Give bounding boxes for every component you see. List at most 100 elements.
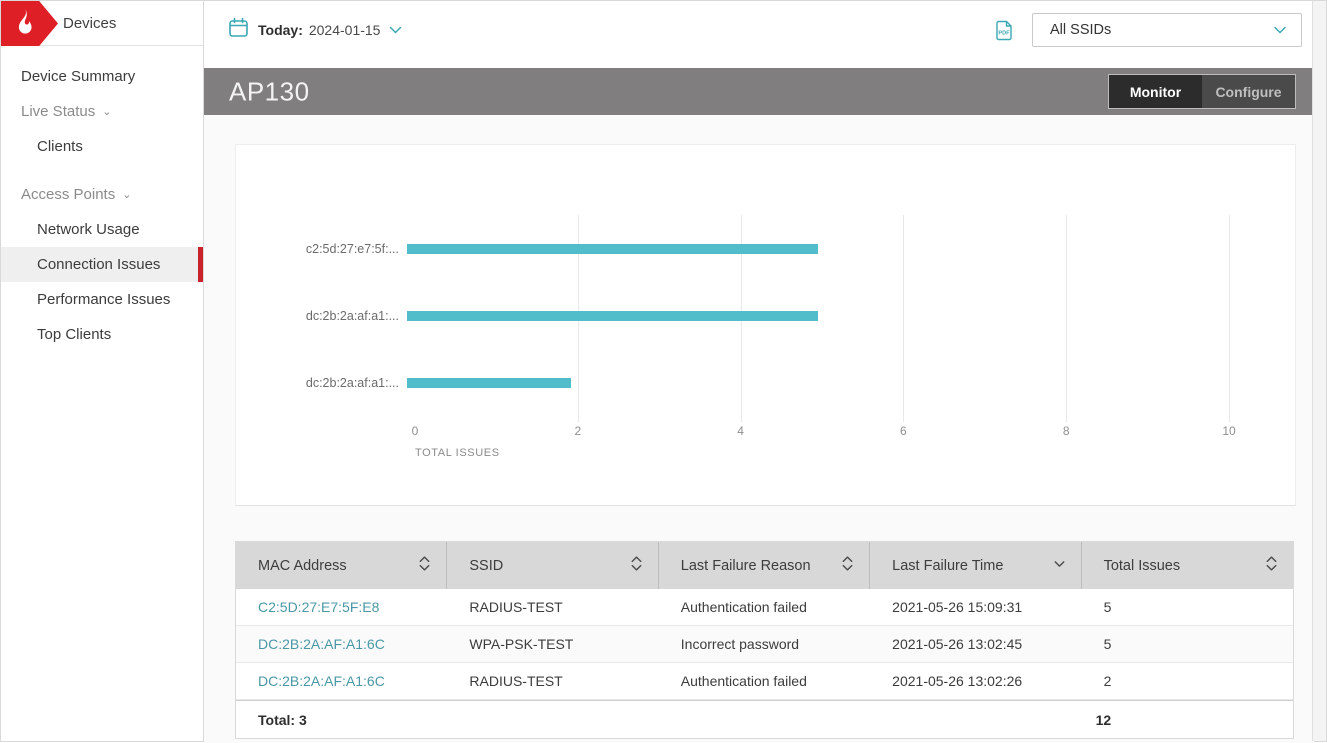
column-header-label: Last Failure Time — [892, 558, 1003, 574]
chart-bar-label: dc:2b:2a:af:a1:... — [236, 376, 407, 390]
table-row: DC:2B:2A:AF:A1:6C WPA-PSK-TEST Incorrect p… — [236, 626, 1293, 663]
svg-text:PDF: PDF — [998, 30, 1010, 36]
column-header-label: Total Issues — [1104, 558, 1181, 574]
sidebar-item-access-points[interactable]: Access Points ⌄ — [1, 177, 203, 212]
total-issues-cell-value: 5 — [1104, 636, 1112, 652]
chart-x-axis: 0246810 — [415, 422, 1229, 440]
last-failure-reason-cell: Authentication failed — [659, 663, 870, 699]
date-value: 2024-01-15 — [309, 22, 381, 38]
table-row: DC:2B:2A:AF:A1:6C RADIUS-TEST Authenticati… — [236, 663, 1293, 700]
chevron-down-icon: ⌄ — [102, 107, 111, 118]
chart-bar[interactable] — [407, 311, 818, 321]
table-total-issues: 12 — [1082, 712, 1293, 728]
sidebar-item-device-summary[interactable]: Device Summary — [1, 59, 203, 94]
sidebar-item-label: Connection Issues — [37, 256, 160, 273]
date-label: Today: — [258, 22, 303, 38]
configure-tab[interactable]: Configure — [1202, 75, 1295, 108]
app-window: Devices Device Summary Live Status ⌄ Client… — [0, 0, 1327, 742]
calendar-icon — [228, 17, 249, 43]
x-tick-label: 6 — [900, 424, 907, 438]
total-issues-cell: 5 — [1082, 589, 1293, 625]
sidebar-item-top-clients[interactable]: Top Clients — [1, 317, 203, 352]
mac-address-link[interactable]: DC:2B:2A:AF:A1:6C — [258, 673, 385, 689]
table-total-label: Total: 3 — [236, 712, 447, 728]
sidebar-item-connection-issues[interactable]: Connection Issues — [1, 247, 203, 282]
total-issues-cell: 5 — [1082, 626, 1293, 662]
mac-address-cell: DC:2B:2A:AF:A1:6C — [236, 626, 447, 662]
sidebar-nav: Device Summary Live Status ⌄ Clients Access … — [1, 46, 203, 352]
chart-bar-track — [407, 378, 1229, 388]
chart-bar[interactable] — [407, 244, 818, 254]
flame-icon — [1, 1, 58, 46]
chevron-down-icon: ⌄ — [122, 190, 131, 201]
last-failure-reason-cell-value: Authentication failed — [681, 599, 807, 615]
table-body: C2:5D:27:E7:5F:E8 RADIUS-TEST Authenticati… — [236, 589, 1293, 700]
column-header-last-failure-time[interactable]: Last Failure Time — [870, 542, 1081, 589]
x-tick-label: 2 — [574, 424, 581, 438]
sidebar-item-live-status[interactable]: Live Status ⌄ — [1, 94, 203, 129]
ssid-cell-value: WPA-PSK-TEST — [469, 636, 573, 652]
connection-issues-chart: c2:5d:27:e7:5f:...dc:2b:2a:af:a1:...dc:2… — [235, 144, 1296, 506]
total-issues-cell-value: 5 — [1104, 599, 1112, 615]
last-failure-time-cell: 2021-05-26 15:09:31 — [870, 589, 1081, 625]
chart-bars: c2:5d:27:e7:5f:...dc:2b:2a:af:a1:...dc:2… — [236, 215, 1229, 416]
sidebar-header: Devices — [1, 1, 203, 46]
column-header-label: SSID — [469, 558, 503, 574]
pdf-export-icon[interactable]: PDF — [995, 20, 1014, 41]
sidebar-item-label: Top Clients — [37, 326, 111, 343]
x-tick-label: 4 — [737, 424, 744, 438]
table-header: MAC Address SSID Last Failure Reason Last F… — [236, 542, 1293, 589]
device-title: AP130 — [229, 76, 310, 107]
sidebar-item-performance-issues[interactable]: Performance Issues — [1, 282, 203, 317]
ssid-cell: WPA-PSK-TEST — [447, 626, 658, 662]
chart-row: dc:2b:2a:af:a1:... — [236, 349, 1229, 416]
column-header-label: Last Failure Reason — [681, 558, 811, 574]
sort-icon — [1266, 555, 1277, 576]
sidebar-item-label: Clients — [37, 138, 83, 155]
chart-bar-label: c2:5d:27:e7:5f:... — [236, 242, 407, 256]
ssid-cell-value: RADIUS-TEST — [469, 673, 562, 689]
total-issues-cell-value: 2 — [1104, 673, 1112, 689]
topbar-right: PDF All SSIDs — [995, 13, 1302, 47]
column-header-total-issues[interactable]: Total Issues — [1082, 542, 1293, 589]
monitor-tab[interactable]: Monitor — [1109, 75, 1202, 108]
chevron-down-icon — [389, 21, 402, 39]
last-failure-time-cell-value: 2021-05-26 13:02:45 — [892, 636, 1022, 652]
last-failure-time-cell-value: 2021-05-26 13:02:26 — [892, 673, 1022, 689]
sort-icon — [419, 555, 430, 576]
sidebar-item-label: Access Points — [21, 186, 115, 203]
date-picker[interactable]: Today: 2024-01-15 — [228, 14, 402, 46]
sidebar-item-clients[interactable]: Clients — [1, 129, 203, 164]
column-header-last-failure-reason[interactable]: Last Failure Reason — [659, 542, 870, 589]
sort-icon — [1054, 555, 1065, 576]
monitor-configure-toggle: Monitor Configure — [1108, 74, 1296, 109]
ssid-cell: RADIUS-TEST — [447, 589, 658, 625]
column-header-ssid[interactable]: SSID — [447, 542, 658, 589]
chart-row: c2:5d:27:e7:5f:... — [236, 215, 1229, 282]
vertical-scrollbar[interactable] — [1312, 1, 1326, 741]
sort-icon — [842, 555, 853, 576]
chevron-down-icon — [1273, 21, 1287, 39]
chart-bar-track — [407, 244, 1229, 254]
sidebar-item-network-usage[interactable]: Network Usage — [1, 212, 203, 247]
column-header-mac-address[interactable]: MAC Address — [236, 542, 447, 589]
sidebar-item-label: Live Status — [21, 103, 95, 120]
sidebar-item-label: Performance Issues — [37, 291, 170, 308]
sidebar-item-label: Device Summary — [21, 68, 135, 85]
x-tick-label: 0 — [412, 424, 419, 438]
x-tick-label: 10 — [1222, 424, 1235, 438]
ssid-cell: RADIUS-TEST — [447, 663, 658, 699]
mac-address-link[interactable]: C2:5D:27:E7:5F:E8 — [258, 599, 379, 615]
chart-bar[interactable] — [407, 378, 571, 388]
last-failure-reason-cell-value: Incorrect password — [681, 636, 799, 652]
main-area: Today: 2024-01-15 PDF All SSIDs — [204, 1, 1314, 741]
topbar: Today: 2024-01-15 PDF All SSIDs — [204, 1, 1314, 68]
chart-bar-track — [407, 311, 1229, 321]
sidebar: Devices Device Summary Live Status ⌄ Client… — [1, 1, 204, 741]
last-failure-time-cell-value: 2021-05-26 15:09:31 — [892, 599, 1022, 615]
content-area: c2:5d:27:e7:5f:...dc:2b:2a:af:a1:...dc:2… — [204, 115, 1314, 743]
ssid-filter-dropdown[interactable]: All SSIDs — [1032, 13, 1302, 47]
last-failure-reason-cell: Authentication failed — [659, 589, 870, 625]
mac-address-link[interactable]: DC:2B:2A:AF:A1:6C — [258, 636, 385, 652]
table-row: C2:5D:27:E7:5F:E8 RADIUS-TEST Authenticati… — [236, 589, 1293, 626]
